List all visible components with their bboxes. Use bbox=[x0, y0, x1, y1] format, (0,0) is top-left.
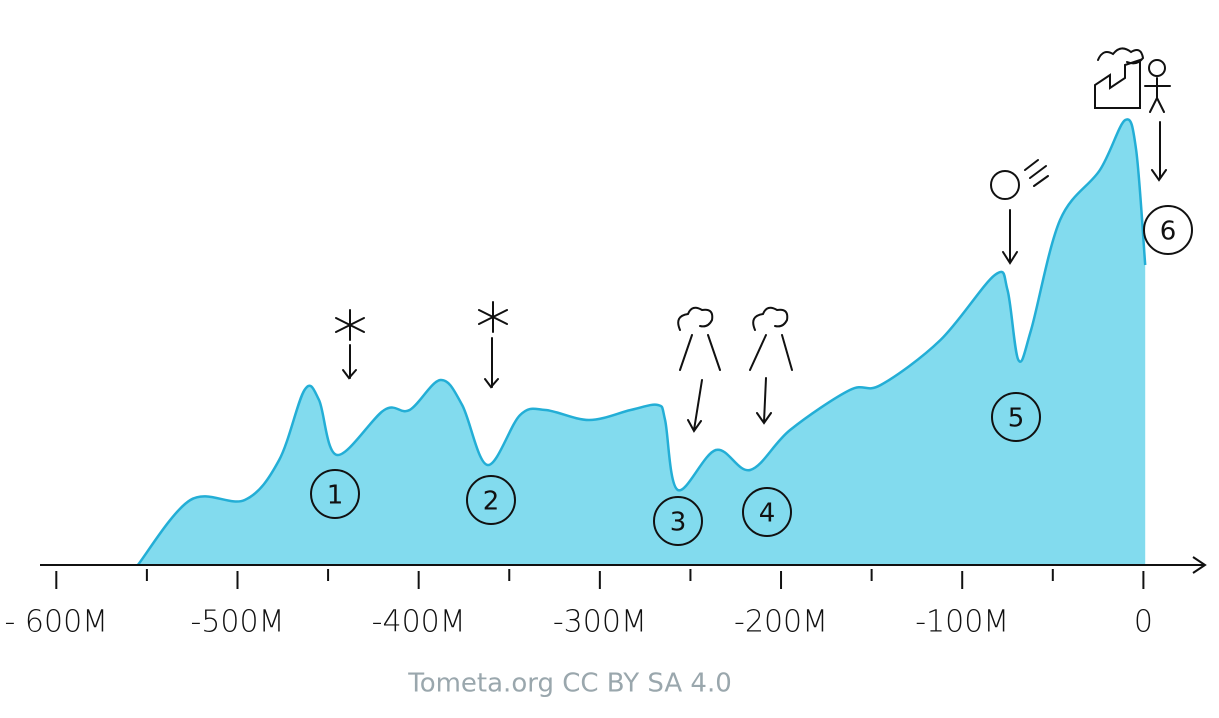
credit: Tometa.org CC BY SA 4.0 bbox=[407, 669, 732, 699]
asteroid-arrow bbox=[1002, 159, 1049, 265]
annotation-circle bbox=[466, 475, 516, 525]
annotation: 5 bbox=[1008, 404, 1025, 434]
area bbox=[137, 119, 1146, 565]
x-tick-label: -300M bbox=[553, 605, 647, 640]
annotation: 3 bbox=[670, 508, 687, 538]
volcano-arrow-3 bbox=[677, 306, 721, 433]
annotation-circle bbox=[991, 392, 1041, 442]
annotation-circle bbox=[1143, 205, 1193, 255]
x-tick-label: - 600M bbox=[5, 605, 109, 640]
x-tick-label: 0 bbox=[1134, 605, 1153, 640]
x-tick-label: -200M bbox=[734, 605, 828, 640]
annotation-circle bbox=[742, 487, 792, 537]
line bbox=[136, 118, 1147, 566]
annotation: 6 bbox=[1160, 217, 1177, 247]
annotation: 2 bbox=[483, 487, 500, 517]
annotation-circle bbox=[310, 469, 360, 519]
annotation-circle bbox=[653, 496, 703, 546]
asteroid bbox=[990, 170, 1020, 200]
snowflake-arrow-2 bbox=[478, 301, 508, 389]
industry-human-arrow bbox=[1094, 47, 1171, 182]
x-tick-label: -500M bbox=[190, 605, 284, 640]
x-axis bbox=[40, 556, 1207, 574]
volcano-arrow-4 bbox=[749, 306, 793, 425]
x-tick-label: -100M bbox=[915, 605, 1009, 640]
x-tick-label: -400M bbox=[372, 605, 466, 640]
icons bbox=[335, 47, 1171, 433]
annotation: 1 bbox=[327, 481, 344, 511]
annotation: 4 bbox=[759, 499, 776, 529]
snowflake-arrow-1 bbox=[335, 309, 365, 380]
